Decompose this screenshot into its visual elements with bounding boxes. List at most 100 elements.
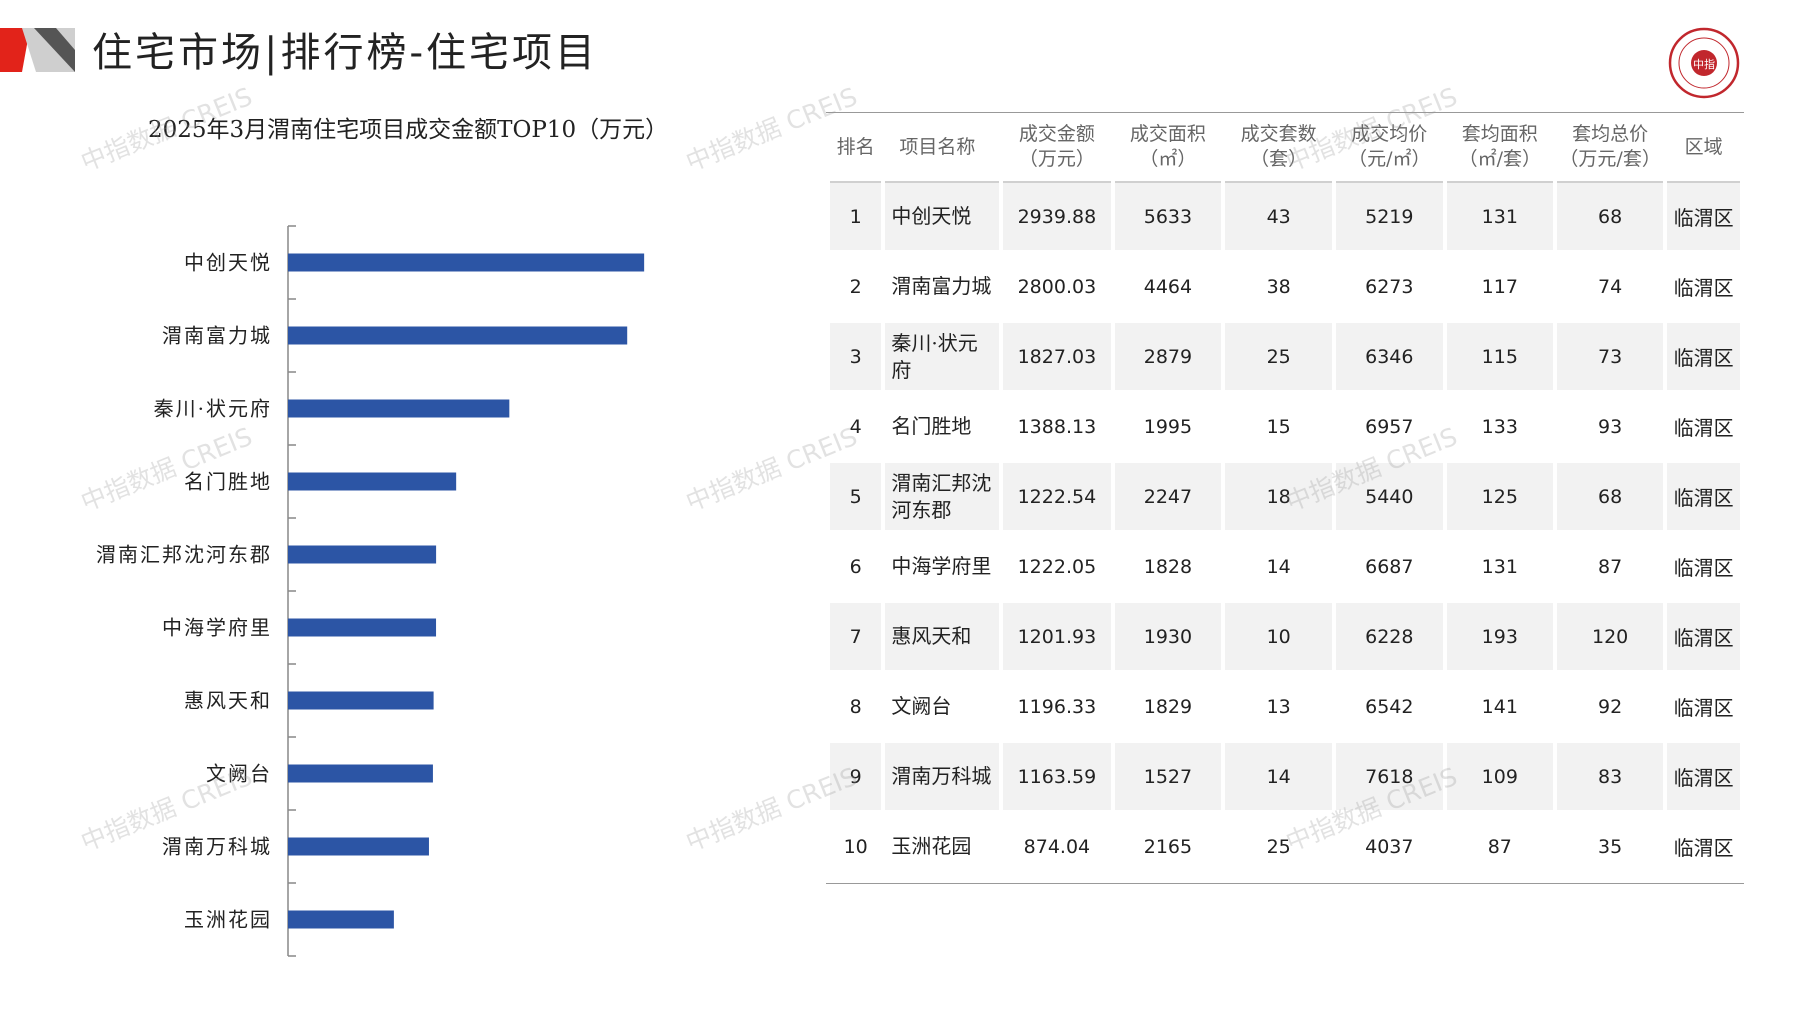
table-cell-avg-area: 133 bbox=[1446, 393, 1553, 463]
table-cell-name: 渭南汇邦沈河东郡 bbox=[885, 463, 1000, 533]
table-cell-units: 18 bbox=[1225, 463, 1333, 533]
table-cell-area: 2879 bbox=[1114, 323, 1222, 393]
table-cell-avg-total: 92 bbox=[1557, 673, 1664, 743]
table-cell-avg-total: 68 bbox=[1557, 183, 1664, 253]
table-cell-avg-area: 87 bbox=[1446, 813, 1553, 883]
table-cell-name: 玉洲花园 bbox=[885, 813, 1000, 883]
table-cell-avg-area: 109 bbox=[1446, 743, 1553, 813]
column-header: 成交均价 （元/㎡） bbox=[1336, 113, 1443, 183]
table-cell-avg-total: 87 bbox=[1557, 533, 1664, 603]
table-cell-price: 6228 bbox=[1336, 603, 1443, 673]
table-cell-rank: 1 bbox=[830, 183, 882, 253]
table-row: 2 渭南富力城 2800.03 4464 38 6273 117 74 临渭区 bbox=[830, 253, 1740, 323]
table-cell-name: 中海学府里 bbox=[885, 533, 1000, 603]
table-cell-price: 5440 bbox=[1336, 463, 1443, 533]
table-cell-region: 临渭区 bbox=[1667, 603, 1740, 673]
table-cell-area: 1829 bbox=[1114, 673, 1222, 743]
seal-text: 中指 bbox=[1693, 57, 1715, 71]
table-cell-area: 2165 bbox=[1114, 813, 1222, 883]
table-cell-region: 临渭区 bbox=[1667, 183, 1740, 253]
category-label: 惠风天和 bbox=[184, 689, 272, 713]
table-cell-avg-area: 193 bbox=[1446, 603, 1553, 673]
table-cell-amount: 2800.03 bbox=[1003, 253, 1111, 323]
table-cell-avg-area: 131 bbox=[1446, 533, 1553, 603]
table-cell-amount: 2939.88 bbox=[1003, 183, 1111, 253]
table-cell-price: 5219 bbox=[1336, 183, 1443, 253]
seal-logo: 中指 bbox=[1668, 27, 1740, 99]
table-cell-area: 4464 bbox=[1114, 253, 1222, 323]
table-cell-area: 2247 bbox=[1114, 463, 1222, 533]
table-cell-price: 4037 bbox=[1336, 813, 1443, 883]
table-cell-price: 6542 bbox=[1336, 673, 1443, 743]
category-label: 秦川·状元府 bbox=[154, 397, 272, 421]
column-header: 套均总价 （万元/套） bbox=[1557, 113, 1664, 183]
table-cell-region: 临渭区 bbox=[1667, 463, 1740, 533]
table-cell-amount: 1163.59 bbox=[1003, 743, 1111, 813]
table-cell-name: 渭南富力城 bbox=[885, 253, 1000, 323]
bar bbox=[288, 253, 645, 272]
page-title: 住宅市场|排行榜-住宅项目 bbox=[92, 30, 598, 76]
table-cell-rank: 8 bbox=[830, 673, 882, 743]
table-cell-region: 临渭区 bbox=[1667, 533, 1740, 603]
table-row: 7 惠风天和 1201.93 1930 10 6228 193 120 临渭区 bbox=[830, 603, 1740, 673]
table-cell-name: 名门胜地 bbox=[885, 393, 1000, 463]
table-cell-avg-total: 83 bbox=[1557, 743, 1664, 813]
bar bbox=[288, 326, 628, 345]
table-cell-units: 38 bbox=[1225, 253, 1333, 323]
category-label: 中海学府里 bbox=[162, 616, 272, 640]
table-row: 10 玉洲花园 874.04 2165 25 4037 87 35 临渭区 bbox=[830, 813, 1740, 883]
table-header-row: 排名 项目名称 成交金额 （万元） 成交面积 （㎡） 成交套数 （套） 成交均价 （元/㎡） 套均面… bbox=[830, 113, 1740, 183]
table-cell-amount: 1222.54 bbox=[1003, 463, 1111, 533]
table-cell-rank: 2 bbox=[830, 253, 882, 323]
table-cell-amount: 1388.13 bbox=[1003, 393, 1111, 463]
table-cell-price: 7618 bbox=[1336, 743, 1443, 813]
table-cell-units: 10 bbox=[1225, 603, 1333, 673]
table-cell-area: 5633 bbox=[1114, 183, 1222, 253]
table-cell-price: 6346 bbox=[1336, 323, 1443, 393]
table-cell-region: 临渭区 bbox=[1667, 323, 1740, 393]
table-cell-avg-total: 120 bbox=[1557, 603, 1664, 673]
chart-title: 2025年3月渭南住宅项目成交金额TOP10（万元） bbox=[148, 117, 669, 143]
table-cell-rank: 3 bbox=[830, 323, 882, 393]
table-cell-avg-total: 73 bbox=[1557, 323, 1664, 393]
category-label: 玉洲花园 bbox=[184, 908, 272, 932]
table-cell-units: 13 bbox=[1225, 673, 1333, 743]
table-cell-amount: 1222.05 bbox=[1003, 533, 1111, 603]
table-cell-avg-total: 74 bbox=[1557, 253, 1664, 323]
bar-chart: 中创天悦渭南富力城秦川·状元府名门胜地渭南汇邦沈河东郡中海学府里惠风天和文阙台渭… bbox=[96, 225, 645, 957]
column-header: 排名 bbox=[830, 113, 882, 183]
category-label: 渭南汇邦沈河东郡 bbox=[96, 543, 272, 567]
table-cell-region: 临渭区 bbox=[1667, 743, 1740, 813]
column-header: 成交套数 （套） bbox=[1225, 113, 1333, 183]
table-cell-avg-total: 68 bbox=[1557, 463, 1664, 533]
bar bbox=[288, 399, 510, 418]
table-cell-name: 中创天悦 bbox=[885, 183, 1000, 253]
table-cell-name: 秦川·状元府 bbox=[885, 323, 1000, 393]
table-cell-rank: 7 bbox=[830, 603, 882, 673]
category-label: 文阙台 bbox=[206, 762, 272, 786]
table-cell-avg-area: 115 bbox=[1446, 323, 1553, 393]
table-cell-area: 1828 bbox=[1114, 533, 1222, 603]
category-label: 中创天悦 bbox=[184, 251, 272, 275]
table-cell-amount: 1196.33 bbox=[1003, 673, 1111, 743]
table-cell-region: 临渭区 bbox=[1667, 393, 1740, 463]
category-label: 渭南富力城 bbox=[162, 324, 272, 348]
table-cell-amount: 1827.03 bbox=[1003, 323, 1111, 393]
table-cell-avg-area: 125 bbox=[1446, 463, 1553, 533]
table-cell-units: 25 bbox=[1225, 323, 1333, 393]
table-cell-name: 惠风天和 bbox=[885, 603, 1000, 673]
table-cell-region: 临渭区 bbox=[1667, 813, 1740, 883]
table-cell-amount: 1201.93 bbox=[1003, 603, 1111, 673]
table-cell-avg-area: 141 bbox=[1446, 673, 1553, 743]
table-cell-rank: 5 bbox=[830, 463, 882, 533]
table-cell-amount: 874.04 bbox=[1003, 813, 1111, 883]
table-row: 3 秦川·状元府 1827.03 2879 25 6346 115 73 临渭区 bbox=[830, 323, 1740, 393]
table-cell-area: 1930 bbox=[1114, 603, 1222, 673]
ranking-table: 排名 项目名称 成交金额 （万元） 成交面积 （㎡） 成交套数 （套） 成交均价 （元/㎡） 套均面… bbox=[826, 112, 1744, 884]
column-header: 套均面积 （㎡/套） bbox=[1446, 113, 1553, 183]
category-label: 渭南万科城 bbox=[162, 835, 272, 859]
column-header: 成交面积 （㎡） bbox=[1114, 113, 1222, 183]
table-cell-units: 14 bbox=[1225, 533, 1333, 603]
table-cell-price: 6957 bbox=[1336, 393, 1443, 463]
bar bbox=[288, 837, 429, 856]
